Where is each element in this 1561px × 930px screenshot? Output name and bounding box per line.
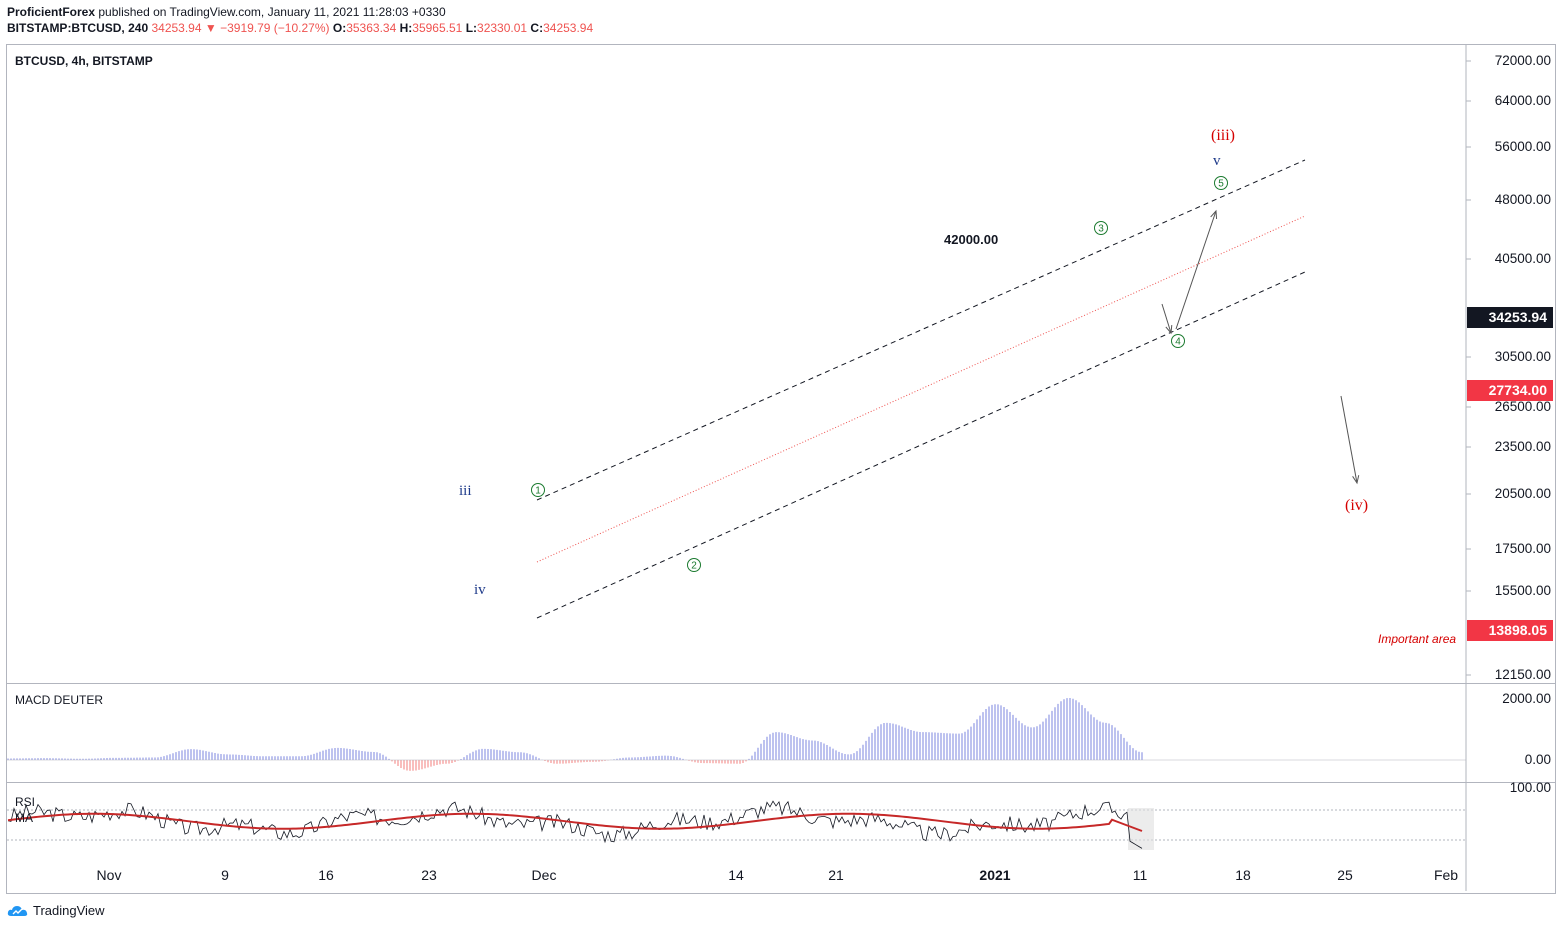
wave-circle (1094, 221, 1108, 235)
rsi-axis-100: 100.00 (1509, 780, 1551, 795)
time-axis-label: 9 (221, 867, 229, 883)
price-axis-label: 64000.00 (1494, 93, 1551, 108)
arrow-to-5-head (1210, 209, 1218, 220)
time-axis-label: 2021 (979, 867, 1011, 883)
wave-v-blue: v (1213, 153, 1221, 169)
arrow-to-5 (1175, 210, 1217, 330)
time-axis-label: 11 (1132, 867, 1148, 883)
macd-histogram (7, 698, 1466, 771)
time-axis-label: 25 (1337, 867, 1353, 883)
time-axis-label: 16 (318, 867, 334, 883)
time-axis-label: Nov (96, 867, 122, 883)
rsi-series (7, 800, 1466, 850)
macd-axis-0: 0.00 (1524, 752, 1551, 767)
price-axis-label: 48000.00 (1494, 192, 1551, 207)
close-value: 34253.94 (543, 21, 594, 35)
wave-circle (1214, 176, 1228, 190)
tradingview-brand: TradingView (33, 903, 105, 918)
time-axis-label: 14 (728, 867, 744, 883)
wave-circle-number: 4 (1175, 337, 1181, 348)
price-axis-label: 20500.00 (1494, 486, 1551, 501)
arrow-to-iv-head (1352, 475, 1360, 485)
rsi-pane-title: RSI (15, 795, 36, 809)
wave-circle-number: 1 (535, 486, 541, 497)
high-label: H: (399, 21, 413, 35)
wave-circle-number: 2 (691, 561, 697, 572)
macd-axis-2000: 2000.00 (1502, 691, 1551, 706)
rsi-line (7, 800, 1143, 849)
wave-circle (1171, 334, 1185, 348)
main-pane-title: BTCUSD, 4h, BITSTAMP (15, 54, 153, 68)
macd-pane-title: MACD DEUTER (15, 693, 104, 707)
price-axis-label: 12150.00 (1494, 667, 1551, 682)
price-axis-label: 72000.00 (1494, 53, 1551, 68)
level-42000-label: 42000.00 (944, 232, 999, 247)
rsi-ma-label: MA (15, 811, 33, 825)
wave-iv-blue: iv (474, 582, 486, 598)
price-axis-label: 56000.00 (1494, 139, 1551, 154)
current-price-tag: 34253.94 (1467, 307, 1553, 328)
chart-header: ProficientForex published on TradingView… (7, 4, 593, 36)
time-axis-label: Dec (531, 867, 557, 883)
rsi-highlight (1128, 808, 1154, 850)
time-axis-label: 23 (421, 867, 437, 883)
symbol-label: BITSTAMP:BTCUSD, 240 (7, 21, 149, 35)
open-value: 35363.34 (346, 21, 397, 35)
wave-circle (687, 558, 701, 572)
publisher-name[interactable]: ProficientForex (7, 5, 96, 19)
time-axis-label: Feb (1433, 867, 1459, 883)
wave-circle (531, 483, 545, 497)
price-axis-label: 23500.00 (1494, 439, 1551, 454)
tradingview-logo[interactable]: TradingView (7, 903, 105, 918)
price-axis-label: 26500.00 (1494, 399, 1551, 414)
low-label: L: (465, 21, 478, 35)
ohlc-line: BITSTAMP:BTCUSD, 240 34253.94 ▼ −3919.79… (7, 20, 593, 36)
price-change: ▼ −3919.79 (−10.27%) (204, 21, 330, 35)
channel-upper-line (536, 159, 1306, 501)
level-price-tag: 27734.00 (1467, 380, 1553, 401)
tradingview-cloud-icon (7, 905, 28, 916)
low-value: 32330.01 (477, 21, 528, 35)
price-axis-label: 40500.00 (1494, 251, 1551, 266)
price-axis-label: 17500.00 (1494, 541, 1551, 556)
arrow-to-4-head (1165, 324, 1173, 335)
arrow-to-4 (1161, 303, 1172, 334)
open-label: O: (332, 21, 347, 35)
time-axis-label: 18 (1235, 867, 1251, 883)
channel-lower-line (536, 271, 1306, 619)
close-label: C: (530, 21, 544, 35)
wave-circle-number: 5 (1218, 179, 1224, 190)
price-axis-label: 30500.00 (1494, 349, 1551, 364)
price-axis-label: 15500.00 (1494, 583, 1551, 598)
last-price: 34253.94 (151, 21, 202, 35)
important-area-label: Important area (1378, 632, 1457, 646)
publisher-line: ProficientForex published on TradingView… (7, 4, 593, 20)
drawing-overlays: 1 2 3 4 5 (531, 159, 1360, 619)
rsi-pane[interactable] (6, 782, 1556, 894)
high-value: 35965.51 (412, 21, 463, 35)
published-text: published on TradingView.com, January 11… (98, 5, 446, 19)
wave-iii-blue: iii (459, 483, 472, 499)
rsi-ma-line (7, 812, 1143, 832)
important-price-tag: 13898.05 (1467, 620, 1553, 641)
wave-iv-red: (iv) (1345, 497, 1369, 514)
arrow-to-iv (1340, 395, 1358, 484)
wave-circle-number: 3 (1098, 224, 1104, 235)
channel-mid-line (536, 215, 1306, 563)
wave-iii-red: (iii) (1211, 127, 1235, 144)
time-axis-label: 21 (828, 867, 844, 883)
